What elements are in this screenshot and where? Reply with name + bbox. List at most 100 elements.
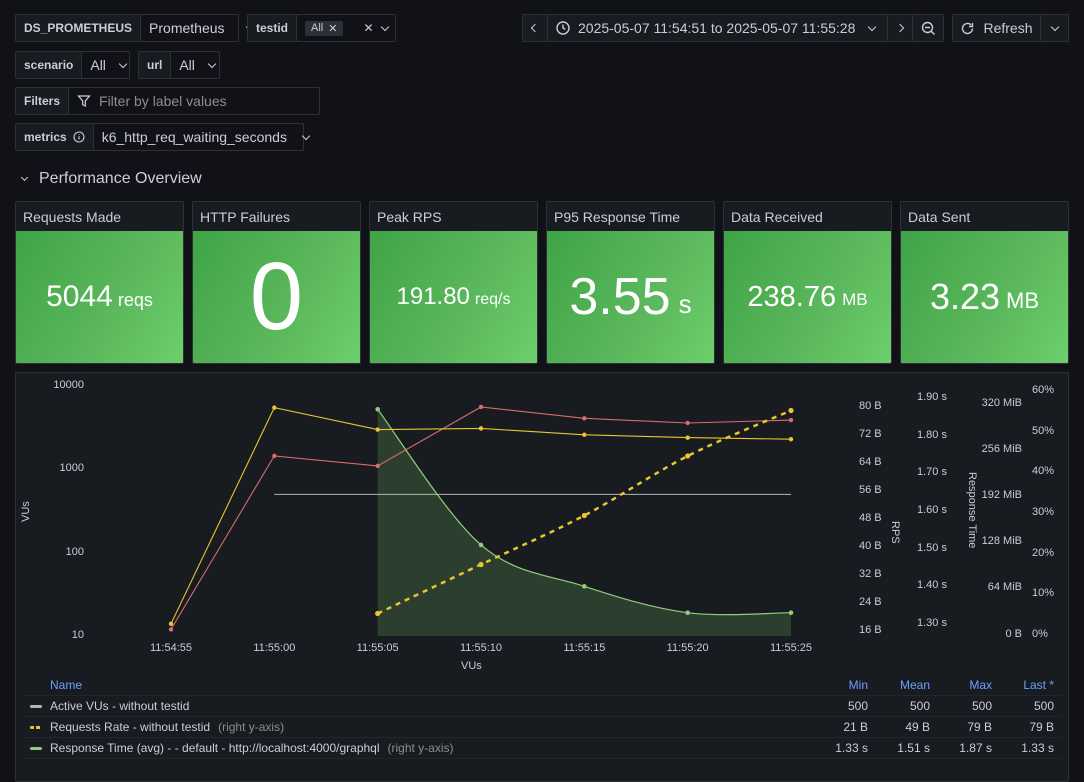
url-variable[interactable]: url All: [138, 51, 220, 79]
cpu-point: [272, 453, 277, 459]
response-time-tick-label: 1.60 s: [917, 504, 947, 516]
metrics-value: k6_http_req_waiting_seconds: [101, 129, 287, 145]
series-swatch: [30, 725, 42, 729]
legend-min: 21 B: [843, 720, 868, 734]
clear-icon[interactable]: ✕: [363, 21, 374, 35]
x-tick-label: 11:54:55: [149, 642, 193, 654]
stat-value: 238.76: [747, 280, 837, 313]
legend-max: 500: [971, 699, 992, 713]
scenario-value: All: [90, 57, 106, 73]
rps-tick-label: 32 B: [859, 568, 882, 580]
time-picker-button[interactable]: 2025-05-07 11:54:51 to 2025-05-07 11:55:…: [547, 14, 888, 42]
scenario-variable[interactable]: scenario All: [15, 51, 130, 79]
legend-series-suffix: (right y-axis): [218, 720, 285, 734]
legend-header-mean[interactable]: Mean: [899, 678, 930, 692]
stat-value-box: 0: [193, 231, 360, 363]
percent-tick-label: 30%: [1032, 506, 1055, 518]
series-swatch: [30, 704, 42, 708]
refresh-interval-button[interactable]: [1040, 14, 1069, 42]
rps-axis-label: RPS: [889, 521, 901, 544]
clock-icon: [556, 21, 570, 35]
stat-panel-data-received[interactable]: Data Received 238.76 MB: [723, 201, 892, 364]
metrics-variable[interactable]: metrics k6_http_req_waiting_seconds: [15, 123, 311, 151]
legend-series-name: Response Time (avg) - - default - http:/…: [50, 741, 380, 755]
rps-tick-label: 72 B: [859, 428, 882, 440]
stat-panel-http-failures[interactable]: HTTP Failures 0: [192, 201, 361, 364]
ram-point: [478, 426, 484, 431]
zoom-out-icon: [921, 21, 935, 35]
scenario-label: scenario: [16, 52, 83, 78]
stat-panel-data-sent[interactable]: Data Sent 3.23 MB: [900, 201, 1069, 364]
legend-row[interactable]: Response Time (avg) - - default - http:/…: [24, 738, 1062, 759]
legend-header-last[interactable]: Last *: [1023, 678, 1054, 692]
filters-placeholder: Filter by label values: [99, 93, 227, 109]
legend-header-max[interactable]: Max: [969, 678, 992, 692]
memory-tick-label: 128 MiB: [981, 535, 1022, 547]
scenario-select[interactable]: All: [82, 52, 134, 78]
left-axis-label: VUs: [20, 501, 32, 522]
stat-panel-peak-rps[interactable]: Peak RPS 191.80 req/s: [369, 201, 538, 364]
filters-input[interactable]: Filter by label values: [69, 88, 319, 114]
time-range-text: 2025-05-07 11:54:51 to 2025-05-07 11:55:…: [578, 20, 856, 36]
time-forward-button[interactable]: [887, 14, 913, 42]
cpu-point: [582, 416, 587, 421]
url-label: url: [139, 52, 172, 78]
testid-variable[interactable]: testid All ✕ ✕: [247, 14, 396, 42]
left-tick-label: 1000: [59, 462, 84, 475]
legend-min: 500: [847, 699, 868, 713]
stat-value-box: 3.55 s: [547, 231, 714, 363]
ds-prometheus-value: Prometheus: [149, 20, 225, 36]
refresh-button[interactable]: Refresh: [952, 14, 1041, 42]
cpu-point: [478, 404, 484, 410]
stat-unit: s: [678, 288, 692, 319]
stat-value-box: 5044 reqs: [16, 231, 183, 363]
legend-last: 1.33 s: [1021, 741, 1054, 755]
legend-row[interactable]: Active VUs - without testid 500 500 500 …: [24, 696, 1062, 717]
ds-prometheus-select[interactable]: Prometheus: [141, 15, 260, 41]
legend-header-min[interactable]: Min: [848, 678, 868, 692]
url-select[interactable]: All: [171, 52, 223, 78]
stat-value: 0: [249, 243, 304, 350]
x-axis-label: VUs: [461, 660, 482, 672]
rps-tick-label: 64 B: [859, 456, 882, 468]
refresh-label: Refresh: [983, 20, 1033, 36]
filter-icon: [77, 95, 91, 108]
legend-last: 500: [1033, 699, 1054, 713]
ds-prometheus-variable[interactable]: DS_PROMETHEUS Prometheus: [15, 14, 254, 42]
stat-panel-p95[interactable]: P95 Response Time 3.55 s: [546, 201, 715, 364]
testid-pill: All ✕: [305, 20, 344, 36]
refresh-icon: [962, 22, 974, 34]
metrics-select[interactable]: k6_http_req_waiting_seconds: [94, 124, 317, 150]
stat-panel-requests[interactable]: Requests Made 5044 reqs: [15, 201, 184, 364]
x-tick-label: 11:55:15: [563, 642, 606, 654]
requests-rate-point: [685, 453, 691, 459]
zoom-out-button[interactable]: [912, 14, 944, 42]
response-time-line: [377, 408, 792, 616]
memory-tick-label: 192 MiB: [981, 489, 1022, 501]
requests-rate-point: [788, 407, 794, 414]
filters-variable[interactable]: Filters Filter by label values: [15, 87, 320, 115]
ds-prometheus-label: DS_PROMETHEUS: [16, 15, 142, 41]
response-time-point: [685, 610, 690, 615]
legend-max: 1.87 s: [959, 741, 992, 755]
ram-point: [582, 432, 587, 437]
x-tick-label: 11:55:20: [666, 642, 709, 654]
x-tick-label: 11:55:05: [356, 642, 399, 654]
memory-tick-label: 256 MiB: [981, 443, 1022, 455]
stat-title: Data Received: [724, 202, 891, 231]
row-title: Performance Overview: [39, 170, 202, 187]
info-icon[interactable]: [73, 131, 85, 143]
testid-select[interactable]: All ✕ ✕: [297, 15, 396, 41]
rps-tick-label: 48 B: [859, 512, 882, 524]
percent-tick-label: 0%: [1032, 628, 1048, 640]
x-tick-label: 11:55:00: [253, 642, 296, 654]
legend-row[interactable]: Requests Rate - without testid (right y-a…: [24, 717, 1062, 738]
left-tick-label: 100: [65, 545, 84, 558]
rps-tick-label: 40 B: [859, 540, 882, 552]
legend-header-name[interactable]: Name: [50, 678, 83, 692]
close-icon[interactable]: ✕: [328, 22, 338, 35]
legend-max: 79 B: [967, 720, 992, 734]
row-header-performance[interactable]: Performance Overview: [20, 170, 202, 188]
time-back-button[interactable]: [522, 14, 548, 42]
